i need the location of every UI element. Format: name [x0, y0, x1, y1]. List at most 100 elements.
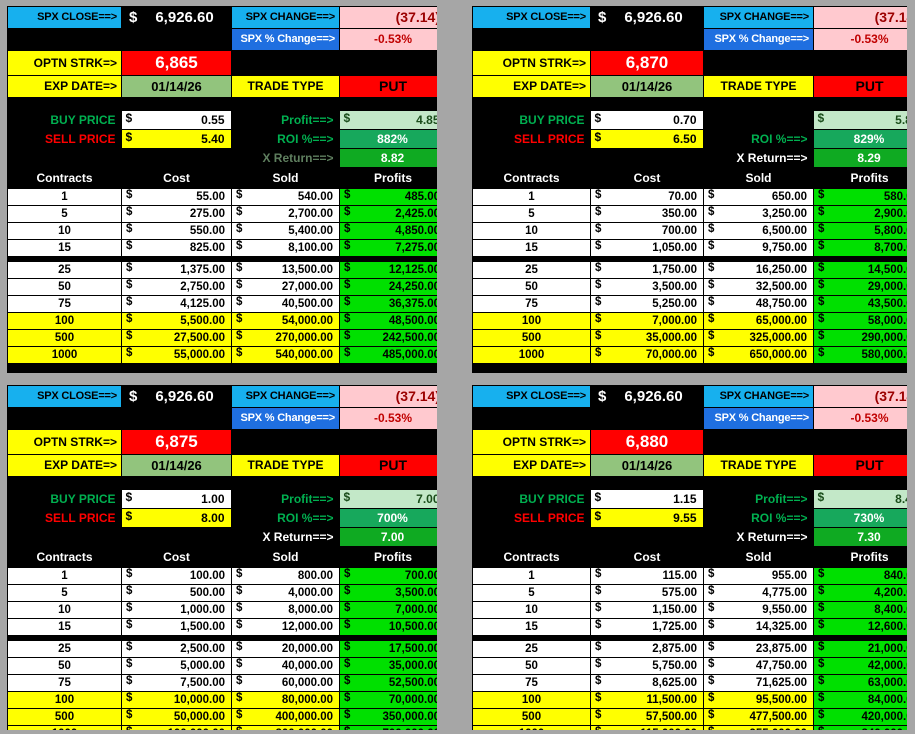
table-row[interactable]: 1000$70,000.00$650,000.00$580,000.00 — [472, 346, 907, 364]
column-header-profits: Profits — [339, 168, 437, 189]
section-gap — [7, 477, 437, 489]
table-row[interactable]: 1000$115,000.00$955,000.00$840,000.00 — [472, 725, 907, 730]
table-row[interactable]: 1$70.00$650.00$580.00 — [472, 188, 907, 206]
expiration-date-value[interactable]: 01/14/26 — [121, 75, 232, 98]
cell-profit: $63,000.00 — [813, 674, 907, 692]
spx-pct-change-value: -0.53% — [339, 28, 437, 51]
table-row[interactable]: 15 $1,500.00 $12,000.00 $10,500.00 — [7, 618, 437, 636]
trade-type-value[interactable]: PUT — [813, 75, 907, 98]
table-row[interactable]: 25 $1,375.00 $13,500.00 $12,125.00 — [7, 261, 437, 279]
roi-value: 700% — [338, 508, 437, 528]
profit-value: $7.00 — [338, 489, 437, 509]
column-header-sold: Sold — [703, 547, 814, 568]
option-strike-value[interactable]: 6,880 — [590, 429, 704, 455]
table-row[interactable]: 500$57,500.00$477,500.00$420,000.00 — [472, 708, 907, 726]
sell-price-value[interactable]: $6.50 — [589, 129, 704, 149]
spx-close-label: SPX CLOSE==> — [7, 6, 122, 29]
table-row[interactable]: 15$1,050.00$9,750.00$8,700.00 — [472, 239, 907, 257]
table-row[interactable]: 500 $27,500.00 $270,000.00 $242,500.00 — [7, 329, 437, 347]
sell-price-value[interactable]: $8.00 — [120, 508, 232, 528]
table-row[interactable]: 5$350.00$3,250.00$2,900.00 — [472, 205, 907, 223]
table-row[interactable]: 75 $7,500.00 $60,000.00 $52,500.00 — [7, 674, 437, 692]
sell-price-value[interactable]: $5.40 — [120, 129, 232, 149]
column-header-profits: Profits — [813, 547, 907, 568]
table-row[interactable]: 5 $500.00 $4,000.00 $3,500.00 — [7, 584, 437, 602]
profit-table: Contracts Cost Sold Profits 1 $55.00 $540.00 $4… — [7, 168, 437, 364]
expiration-date-label: EXP DATE=> — [7, 75, 122, 98]
expiration-date-value[interactable]: 01/14/26 — [121, 454, 232, 477]
buy-price-label: BUY PRICE — [472, 489, 590, 509]
table-row[interactable]: 75 $4,125.00 $40,500.00 $36,375.00 — [7, 295, 437, 313]
cell-sold: $3,250.00 — [703, 205, 814, 223]
table-row[interactable]: 10 $550.00 $5,400.00 $4,850.00 — [7, 222, 437, 240]
trade-type-value[interactable]: PUT — [339, 75, 437, 98]
table-row[interactable]: 50 $2,750.00 $27,000.00 $24,250.00 — [7, 278, 437, 296]
cell-profit: $42,000.00 — [813, 657, 907, 675]
table-row[interactable]: 50$5,750.00$47,750.00$42,000.00 — [472, 657, 907, 675]
header-spacer — [339, 50, 437, 76]
option-strike-value[interactable]: 6,875 — [121, 429, 232, 455]
sell-price-value[interactable]: $9.55 — [589, 508, 704, 528]
table-row[interactable]: 1000$100,000.00$800,000.00$700,000.00 — [7, 725, 437, 730]
table-row[interactable]: 500$35,000.00$325,000.00$290,000.00 — [472, 329, 907, 347]
table-row[interactable]: 100 $5,500.00 $54,000.00 $48,500.00 — [7, 312, 437, 330]
table-row[interactable]: 15 $825.00 $8,100.00 $7,275.00 — [7, 239, 437, 257]
table-row[interactable]: 75$8,625.00$71,625.00$63,000.00 — [472, 674, 907, 692]
option-strike-value[interactable]: 6,870 — [590, 50, 704, 76]
option-strike-value[interactable]: 6,865 — [121, 50, 232, 76]
table-row[interactable]: 5 $275.00 $2,700.00 $2,425.00 — [7, 205, 437, 223]
table-row[interactable]: 15$1,725.00$14,325.00$12,600.00 — [472, 618, 907, 636]
column-header-cost: Cost — [590, 168, 704, 189]
table-row[interactable]: 50$3,500.00$32,500.00$29,000.00 — [472, 278, 907, 296]
cell-sold: $4,775.00 — [703, 584, 814, 602]
profit-label: Profit==> — [231, 489, 339, 509]
table-row[interactable]: 500 $50,000.00 $400,000.00 $350,000.00 — [7, 708, 437, 726]
expiration-date-value[interactable]: 01/14/26 — [590, 75, 704, 98]
cell-sold: $80,000.00 — [231, 691, 340, 709]
table-row[interactable]: 25$1,750.00$16,250.00$14,500.00 — [472, 261, 907, 279]
cell-cost: $575.00 — [590, 584, 704, 602]
table-row[interactable]: 1$115.00$955.00$840.00 — [472, 567, 907, 585]
cell-contracts: 500 — [7, 708, 122, 726]
profit-label: Profit==> — [703, 489, 813, 509]
cell-sold: $65,000.00 — [703, 312, 814, 330]
expiration-date-value[interactable]: 01/14/26 — [590, 454, 704, 477]
table-row[interactable]: 25$2,875.00$23,875.00$21,000.00 — [472, 640, 907, 658]
cell-cost: $1,050.00 — [590, 239, 704, 257]
table-row[interactable]: 1000 $55,000.00 $540,000.00 $485,000.00 — [7, 346, 437, 364]
table-row[interactable]: 10$700.00$6,500.00$5,800.00 — [472, 222, 907, 240]
table-row[interactable]: 100$7,000.00$65,000.00$58,000.00 — [472, 312, 907, 330]
buy-price-value[interactable]: $0.55 — [120, 110, 232, 130]
price-spacer — [472, 148, 590, 168]
expiration-date-label: EXP DATE=> — [472, 454, 591, 477]
cell-sold: $8,000.00 — [231, 601, 340, 619]
cell-contracts: 10 — [7, 601, 122, 619]
table-row[interactable]: 5$575.00$4,775.00$4,200.00 — [472, 584, 907, 602]
table-row[interactable]: 75$5,250.00$48,750.00$43,500.00 — [472, 295, 907, 313]
table-row[interactable]: 50 $5,000.00 $40,000.00 $35,000.00 — [7, 657, 437, 675]
cell-cost: $100.00 — [121, 567, 232, 585]
table-row[interactable]: 1 $55.00 $540.00 $485.00 — [7, 188, 437, 206]
buy-price-value[interactable]: $0.70 — [589, 110, 704, 130]
cell-profit: $2,900.00 — [813, 205, 907, 223]
table-row[interactable]: 1 $100.00 $800.00 $700.00 — [7, 567, 437, 585]
cell-profit: $7,275.00 — [339, 239, 437, 257]
buy-price-value[interactable]: $1.15 — [589, 489, 704, 509]
trade-type-label: TRADE TYPE — [703, 454, 814, 477]
buy-price-value[interactable]: $1.00 — [120, 489, 232, 509]
trade-type-value[interactable]: PUT — [813, 454, 907, 477]
table-row[interactable]: 25 $2,500.00 $20,000.00 $17,500.00 — [7, 640, 437, 658]
spx-close-value: $6,926.60 — [590, 6, 704, 29]
table-row[interactable]: 100$11,500.00$95,500.00$84,000.00 — [472, 691, 907, 709]
table-row[interactable]: 100 $10,000.00 $80,000.00 $70,000.00 — [7, 691, 437, 709]
sell-price-label: SELL PRICE — [472, 129, 590, 149]
table-row[interactable]: 10 $1,000.00 $8,000.00 $7,000.00 — [7, 601, 437, 619]
cell-sold: $48,750.00 — [703, 295, 814, 313]
cell-profit: $35,000.00 — [339, 657, 437, 675]
table-row[interactable]: 10$1,150.00$9,550.00$8,400.00 — [472, 601, 907, 619]
trade-type-value[interactable]: PUT — [339, 454, 437, 477]
price-summary: BUY PRICE $1.00 Profit==> $7.00 SELL PRICE $8… — [7, 489, 437, 547]
